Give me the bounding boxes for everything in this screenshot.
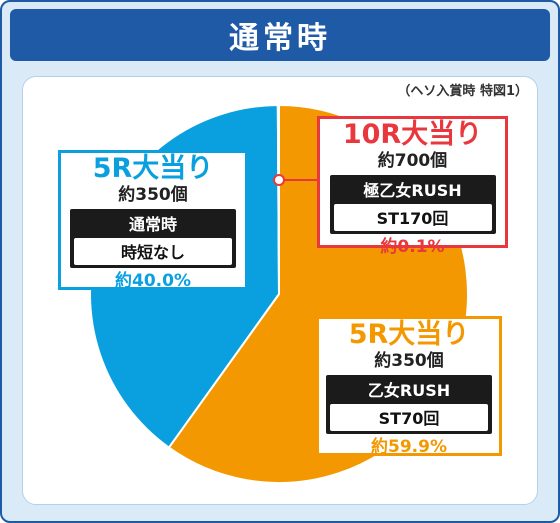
- slice-percent: 約0.1%: [380, 237, 445, 257]
- pie-slice-2: [276, 103, 280, 295]
- slice-mode-detail: ST70回: [330, 404, 488, 431]
- leader-dot: [273, 174, 285, 186]
- slice-title: 10R大当り: [342, 119, 483, 150]
- slice-mode-detail: ST170回: [333, 204, 492, 231]
- slice-balls: 約700個: [377, 151, 448, 171]
- label-box-rush: 5R大当り 約350個 乙女RUSH ST70回 約59.9%: [316, 316, 502, 457]
- page-title: 通常時: [10, 9, 550, 61]
- slice-balls: 約350個: [374, 351, 444, 371]
- chart-note: （ヘソ入賞時 特図1）: [397, 84, 528, 99]
- slice-mode: 通常時 時短なし: [70, 209, 236, 268]
- slice-mode-name: 乙女RUSH: [367, 381, 451, 400]
- label-box-normal: 5R大当り 約350個 通常時 時短なし 約40.0%: [58, 150, 248, 291]
- slice-mode-detail: 時短なし: [74, 238, 232, 265]
- slice-percent: 約59.9%: [371, 437, 447, 457]
- label-box-10r: 10R大当り 約700個 極乙女RUSH ST170回 約0.1%: [317, 116, 508, 257]
- slice-balls: 約350個: [118, 185, 188, 205]
- slice-title: 5R大当り: [92, 153, 214, 184]
- slice-mode: 乙女RUSH ST70回: [326, 375, 492, 434]
- slice-mode: 極乙女RUSH ST170回: [329, 175, 496, 234]
- slice-title: 5R大当り: [348, 319, 470, 350]
- slice-percent: 約40.0%: [115, 271, 191, 291]
- slice-mode-name: 極乙女RUSH: [363, 181, 462, 200]
- slice-mode-name: 通常時: [128, 215, 177, 234]
